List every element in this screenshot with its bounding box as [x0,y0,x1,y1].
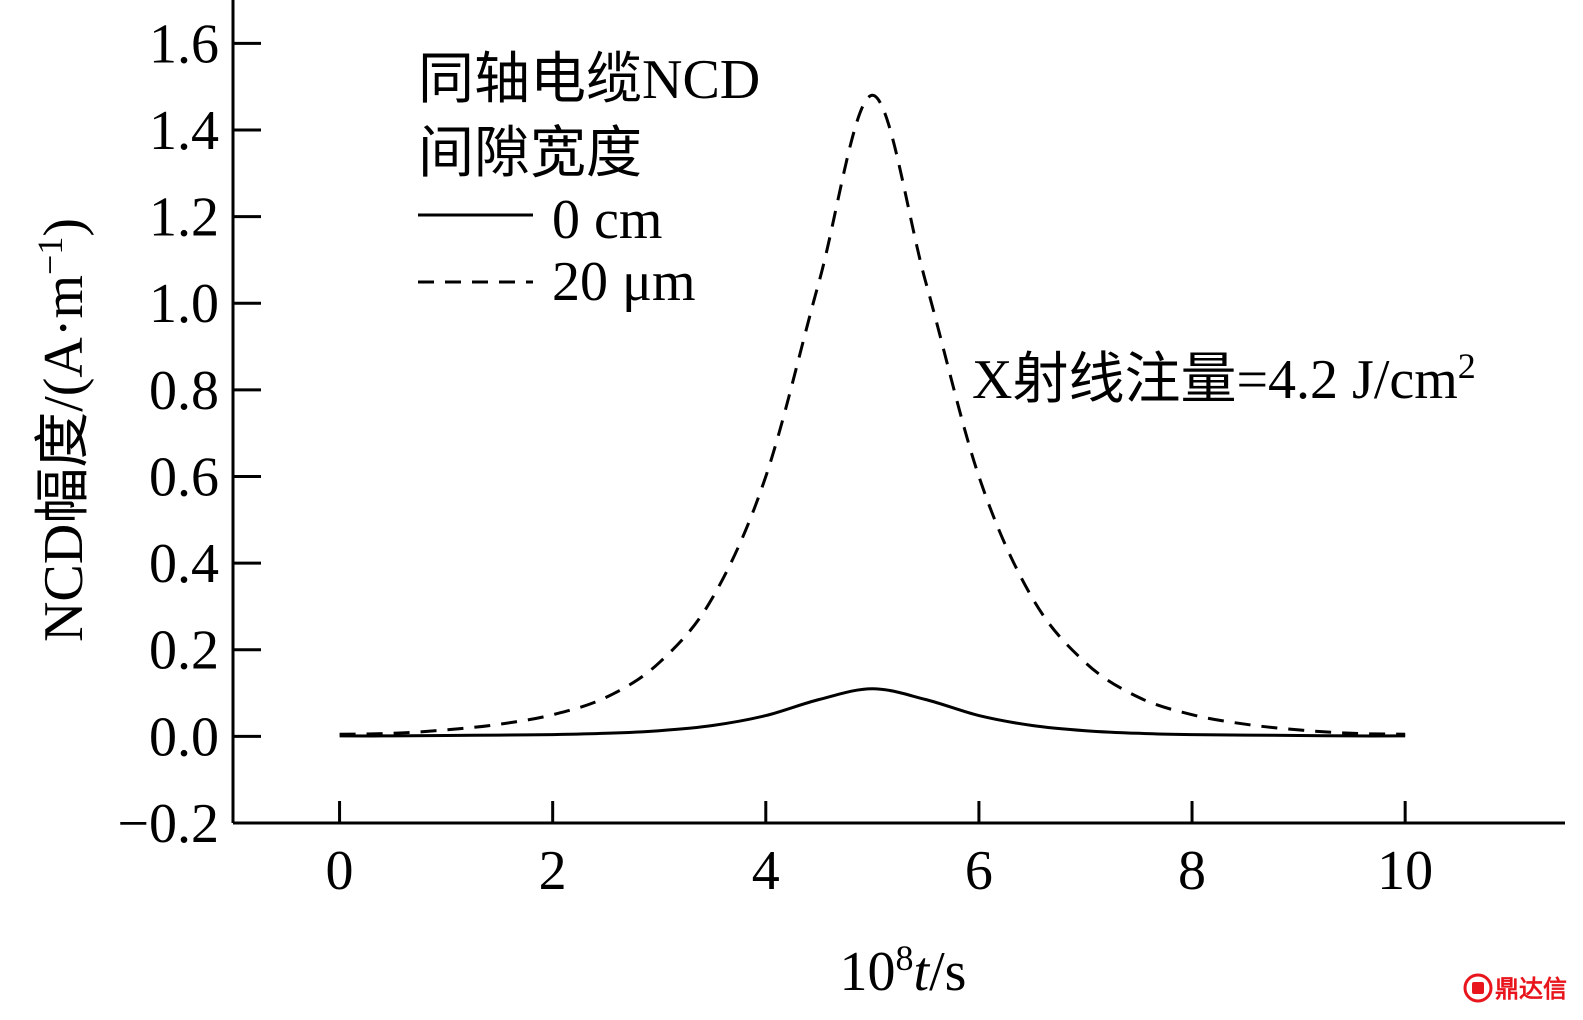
axes [231,0,1565,825]
y-axis-title-close: ) [33,218,95,237]
x-tick-label: 2 [539,840,567,902]
x-tick-label: 4 [752,840,780,902]
seal-logo-inner-icon [1472,982,1484,994]
y-tick-label: −0.2 [117,793,219,855]
y-tick-label: 0.0 [149,706,219,768]
x-tick-label: 0 [326,840,354,902]
y-tick-label: 1.0 [149,273,219,335]
annotation-fluence-text: X射线注量=4.2 J/cm [972,349,1458,411]
y-axis-ticks: −0.2 0.0 0.2 0.4 0.6 0.8 1.0 1.2 1.4 1.6 [117,13,261,855]
y-axis-title-sup: −1 [30,237,70,275]
legend-label-series-1: 0 cm [552,189,662,251]
x-tick-label: 8 [1178,840,1206,902]
y-axis-title-main: NCD幅度/(A·m [33,275,95,642]
watermark: 鼎达信 [1463,973,1567,1003]
y-tick-label: 0.6 [149,446,219,508]
y-tick-label: 0.2 [149,620,219,682]
y-tick-label: 1.6 [149,13,219,75]
watermark-text: 鼎达信 [1495,975,1567,1003]
x-axis-title-prefix: 10 [840,941,896,1003]
y-axis-title: NCD幅度/(A·m−1) [30,218,95,642]
x-tick-label: 6 [965,840,993,902]
series-line-2 [339,93,1406,736]
x-axis-title: 108t/s [840,938,967,1003]
x-axis-title-var: t [914,941,931,1003]
series-line-1 [339,687,1406,738]
y-tick-label: 0.8 [149,360,219,422]
y-tick-label: 1.4 [149,100,219,162]
x-tick-label: 10 [1377,840,1433,902]
seal-logo-icon [1463,973,1493,1003]
y-tick-label: 0.4 [149,533,219,595]
legend-label-series-2: 20 μm [552,251,696,313]
x-axis-ticks: 0 2 4 6 8 10 [326,801,1433,902]
annotation-fluence: X射线注量=4.2 J/cm2 [972,346,1476,411]
legend: 同轴电缆NCD 间隙宽度 0 cm 20 μm [418,49,760,313]
plot-area [339,93,1406,738]
x-axis-title-sup: 8 [896,938,914,978]
x-axis-title-suffix: /s [929,941,966,1003]
y-tick-label: 1.2 [149,187,219,249]
annotation-fluence-sup: 2 [1458,346,1476,386]
legend-title-line1: 同轴电缆NCD [418,49,760,111]
legend-title-line2: 间隙宽度 [418,123,642,185]
